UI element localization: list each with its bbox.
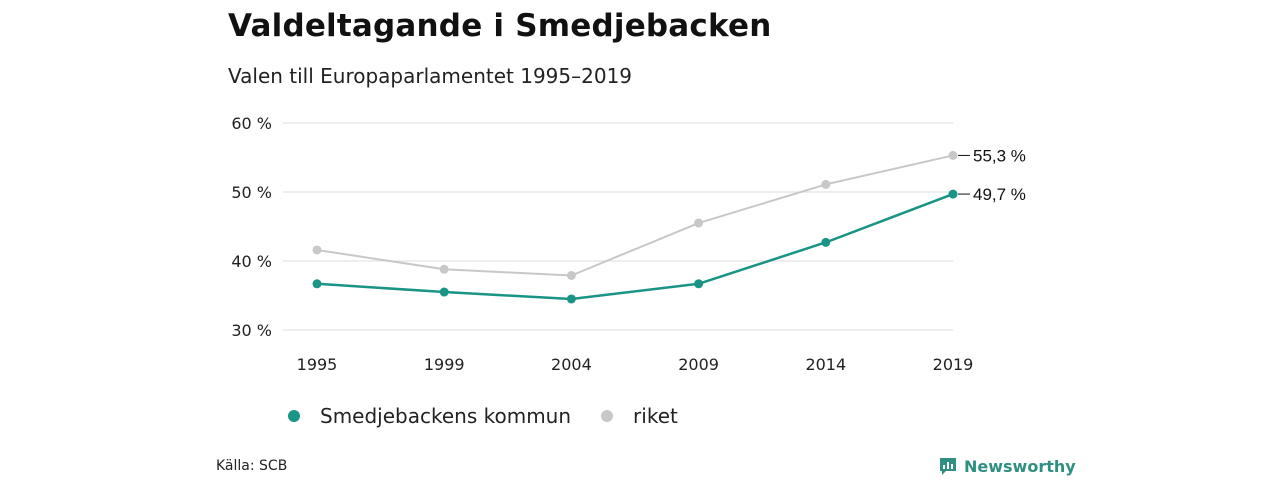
data-point-riket bbox=[694, 218, 704, 228]
line-chart: 30 % 40 % 50 % 60 % 1995 1999 2004 2009 2014 201… bbox=[231, 114, 1026, 374]
legend-marker-riket bbox=[601, 410, 614, 422]
source-note: Källa: SCB bbox=[216, 458, 288, 474]
data-point-kommun bbox=[948, 189, 958, 199]
data-point-kommun bbox=[694, 279, 704, 289]
legend: Smedjebackens kommun riket bbox=[288, 404, 708, 428]
chart-subtitle: Valen till Europaparlamentet 1995–2019 bbox=[228, 64, 633, 88]
grid-layer bbox=[283, 122, 953, 331]
data-point-riket bbox=[566, 270, 576, 280]
chart-title: Valdeltagande i Smedjebacken bbox=[228, 8, 772, 44]
legend-marker-kommun bbox=[288, 410, 300, 422]
end-labels: 55,3 % 49,7 % bbox=[958, 146, 1026, 204]
legend-label-riket: riket bbox=[633, 404, 678, 428]
y-axis-ticks: 30 % 40 % 50 % 60 % bbox=[231, 114, 272, 340]
data-point-kommun bbox=[439, 287, 449, 297]
legend-item-riket[interactable]: riket bbox=[601, 404, 678, 428]
legend-item-kommun[interactable]: Smedjebackens kommun bbox=[288, 404, 571, 428]
data-point-kommun bbox=[312, 279, 322, 289]
end-label-riket: 55,3 % bbox=[973, 146, 1026, 165]
x-tick-label: 2014 bbox=[805, 355, 846, 374]
end-label-kommun: 49,7 % bbox=[973, 185, 1026, 204]
y-tick-label: 50 % bbox=[231, 183, 272, 202]
x-tick-label: 2019 bbox=[933, 355, 974, 374]
data-point-kommun bbox=[566, 294, 576, 304]
legend-label-kommun: Smedjebackens kommun bbox=[320, 404, 572, 428]
x-tick-label: 2009 bbox=[678, 355, 719, 374]
newsworthy-logo-icon bbox=[940, 458, 956, 475]
data-point-riket bbox=[948, 150, 958, 160]
brand-logo[interactable]: Newsworthy bbox=[938, 456, 1076, 476]
data-point-riket bbox=[821, 179, 831, 189]
data-point-riket bbox=[439, 264, 449, 274]
x-tick-label: 2004 bbox=[551, 355, 592, 374]
y-tick-label: 60 % bbox=[231, 114, 272, 133]
x-axis-ticks: 1995 1999 2004 2009 2014 2019 bbox=[297, 355, 974, 374]
x-tick-label: 1999 bbox=[424, 355, 465, 374]
y-tick-label: 30 % bbox=[231, 321, 272, 340]
series-line-riket bbox=[316, 154, 954, 277]
brand-name: Newsworthy bbox=[964, 456, 1076, 476]
series-line-kommun bbox=[315, 192, 955, 301]
x-tick-label: 1995 bbox=[297, 355, 338, 374]
series-layer bbox=[312, 150, 958, 304]
y-tick-label: 40 % bbox=[231, 252, 272, 271]
data-point-riket bbox=[312, 245, 322, 255]
data-point-kommun bbox=[821, 237, 831, 247]
